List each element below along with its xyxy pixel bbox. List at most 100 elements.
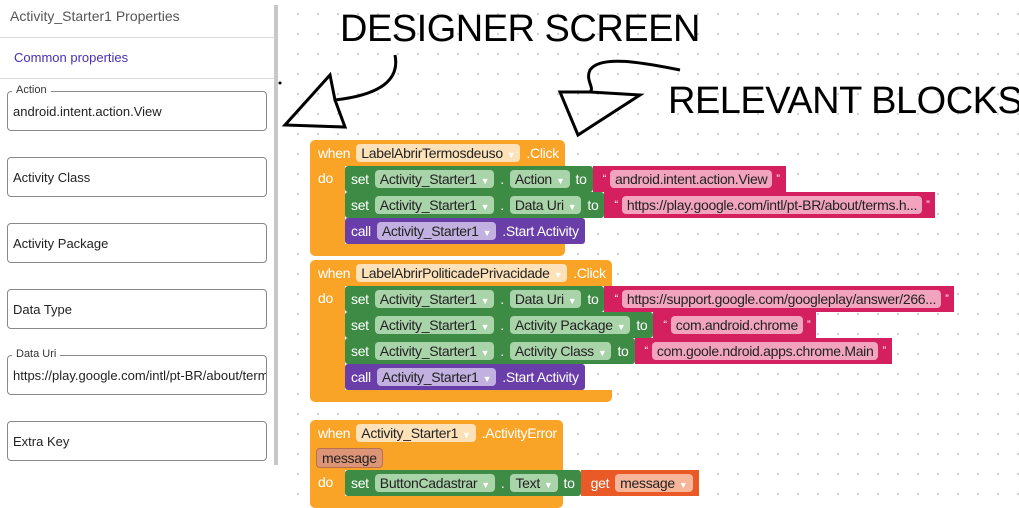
call-block-body: call Activity_Starter1 ▼ .Start Activity [345,218,585,244]
statement-stack: set ButtonCadastrar ▼. Text ▼ to get message ▼ [345,470,699,496]
text-value[interactable]: https://play.google.com/intl/pt-BR/about… [621,196,923,214]
set-block[interactable]: set Activity_Starter1 ▼. Activity Package ▼ t… [345,312,817,338]
dropdown-caret-icon[interactable]: ▼ [567,202,577,212]
get-block[interactable]: get message ▼ [580,470,699,496]
event-block[interactable]: when Activity_Starter1 ▼ .ActivityError mess… [310,420,699,508]
text-block[interactable]: “https://play.google.com/intl/pt-BR/abou… [604,192,936,218]
do-keyword: do [310,166,345,244]
statement-stack: set Activity_Starter1 ▼. Action ▼ to “android.… [345,166,936,244]
component-dropdown[interactable]: Activity_Starter1 ▼ [374,290,495,308]
field-data-uri[interactable]: https://play.google.com/intl/pt-BR/about… [7,355,267,395]
setter: set Activity_Starter1 ▼. Data Uri ▼ to [345,286,605,312]
component-dropdown-label: ButtonCadastrar [379,475,478,491]
field-extra-key[interactable]: Extra Key [7,421,267,461]
property-dropdown[interactable]: Data Uri ▼ [509,290,582,308]
field-value: Extra Key [13,433,70,449]
dropdown-caret-icon[interactable]: ▼ [481,480,490,490]
property-dropdown-label: Text [515,475,540,491]
dot: . [500,475,505,491]
dropdown-caret-icon[interactable]: ▼ [480,322,490,332]
component-dropdown[interactable]: ButtonCadastrar ▼ [374,474,495,492]
to-keyword: to [617,343,629,359]
dot: . [500,171,504,187]
variable-dropdown-label: message [620,475,675,491]
field-value: android.intent.action.View [13,103,162,119]
common-properties-tab[interactable]: Common properties [14,50,129,65]
text-block[interactable]: “com.android.chrome” [653,312,817,338]
event-block[interactable]: when LabelAbrirTermosdeuso ▼ .Click do set Act… [310,140,936,256]
property-dropdown[interactable]: Activity Class ▼ [509,342,612,360]
dropdown-caret-icon[interactable]: ▼ [555,176,565,186]
call-block-body: call Activity_Starter1 ▼ .Start Activity [345,364,585,390]
set-keyword: set [351,171,369,187]
param-message[interactable]: message [316,448,383,468]
property-dropdown[interactable]: Text ▼ [510,474,558,492]
set-block[interactable]: set Activity_Starter1 ▼. Data Uri ▼ to “https:… [345,192,936,218]
property-dropdown[interactable]: Data Uri ▼ [509,196,582,214]
call-block[interactable]: call Activity_Starter1 ▼ .Start Activity [345,218,585,244]
dropdown-caret-icon[interactable]: ▼ [543,480,553,490]
component-dropdown[interactable]: Activity_Starter1 ▼ [356,424,476,442]
field-data-type[interactable]: Data Type [7,289,267,329]
dropdown-caret-icon[interactable]: ▼ [480,176,490,186]
properties-panel: Activity_Starter1 Properties Common prop… [0,0,274,508]
dropdown-caret-icon[interactable]: ▼ [482,374,492,384]
field-activity-class[interactable]: Activity Class [7,157,267,197]
component-dropdown-label: Activity_Starter1 [379,197,477,213]
set-block[interactable]: set Activity_Starter1 ▼. Data Uri ▼ to “https:… [345,286,955,312]
dropdown-caret-icon[interactable]: ▼ [480,202,490,212]
component-dropdown[interactable]: LabelAbrirTermosdeuso ▼ [356,144,521,162]
text-block[interactable]: “android.intent.action.View” [592,166,786,192]
open-quote-icon: “ [644,345,649,357]
field-activity-package[interactable]: Activity Package [7,223,267,263]
panel-title: Activity_Starter1 Properties [10,8,180,24]
text-block[interactable]: “com.goole.ndroid.apps.chrome.Main” [634,338,892,364]
do-keyword: do [310,470,345,496]
hand-drawn-arrows [278,54,681,138]
dropdown-caret-icon[interactable]: ▼ [506,150,516,160]
call-keyword: call [351,223,371,239]
property-dropdown[interactable]: Action ▼ [509,170,570,188]
component-dropdown[interactable]: Activity_Starter1 ▼ [374,316,495,334]
dropdown-caret-icon[interactable]: ▼ [616,322,626,332]
event-block[interactable]: when LabelAbrirPoliticadePrivacidade ▼ .Cli… [310,260,955,402]
panel-scrollbar[interactable] [274,5,278,465]
arrow-to-designer-icon [281,54,398,129]
dropdown-caret-icon[interactable]: ▼ [567,296,577,306]
text-block[interactable]: “https://support.google.com/googleplay/a… [604,286,955,312]
set-block[interactable]: set ButtonCadastrar ▼. Text ▼ to get message ▼ [345,470,699,496]
property-dropdown[interactable]: Activity Package ▼ [509,316,631,334]
text-value[interactable]: com.goole.ndroid.apps.chrome.Main [651,342,879,360]
text-value[interactable]: https://support.google.com/googleplay/an… [621,290,942,308]
component-dropdown-label: LabelAbrirPoliticadePrivacidade [361,265,550,281]
set-block[interactable]: set Activity_Starter1 ▼. Action ▼ to “android.… [345,166,786,192]
component-dropdown[interactable]: Activity_Starter1 ▼ [376,368,497,386]
event-body: do set Activity_Starter1 ▼. Data Uri ▼ to “http… [310,286,955,390]
event-name: .ActivityError [481,425,557,441]
dropdown-caret-icon[interactable]: ▼ [462,430,471,440]
dropdown-caret-icon[interactable]: ▼ [480,296,490,306]
field-value: Activity Class [13,169,91,185]
set-block[interactable]: set Activity_Starter1 ▼. Activity Class ▼ to “… [345,338,892,364]
call-block[interactable]: call Activity_Starter1 ▼ .Start Activity [345,364,585,390]
text-value[interactable]: com.android.chrome [670,316,804,334]
dot: . [500,317,504,333]
event-params: message [310,446,563,470]
field-value: Data Type [13,301,73,317]
dropdown-caret-icon[interactable]: ▼ [482,228,492,238]
component-dropdown[interactable]: Activity_Starter1 ▼ [376,222,497,240]
component-dropdown[interactable]: Activity_Starter1 ▼ [374,170,495,188]
component-dropdown[interactable]: Activity_Starter1 ▼ [374,342,495,360]
dropdown-caret-icon[interactable]: ▼ [597,348,607,358]
text-value[interactable]: android.intent.action.View [610,170,773,188]
dropdown-caret-icon[interactable]: ▼ [553,270,563,280]
variable-dropdown[interactable]: message ▼ [615,474,693,492]
dropdown-caret-icon[interactable]: ▼ [678,480,688,490]
field-action[interactable]: android.intent.action.View [7,91,267,131]
component-dropdown-label: Activity_Starter1 [381,369,479,385]
component-dropdown[interactable]: LabelAbrirPoliticadePrivacidade ▼ [356,264,568,282]
dropdown-caret-icon[interactable]: ▼ [480,348,490,358]
component-dropdown[interactable]: Activity_Starter1 ▼ [374,196,495,214]
dot: . [500,343,504,359]
close-quote-icon: ” [776,173,780,185]
